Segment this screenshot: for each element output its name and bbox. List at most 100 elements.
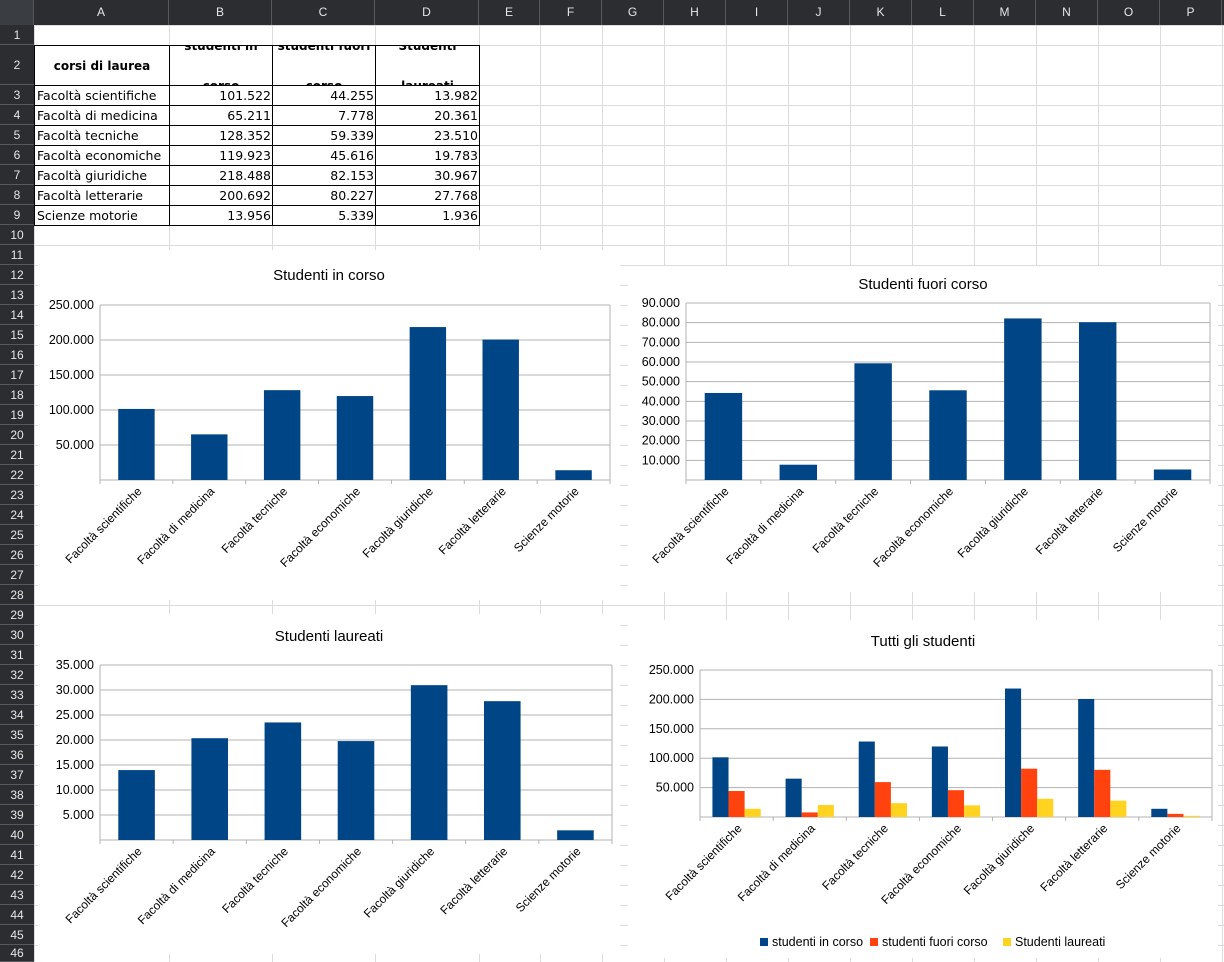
- table-cell[interactable]: 13.956: [169, 205, 273, 226]
- bar-0-2[interactable]: [858, 741, 875, 817]
- row-header-35[interactable]: 35: [0, 725, 34, 745]
- row-header-29[interactable]: 29: [0, 605, 34, 625]
- row-header-8[interactable]: 8: [0, 185, 34, 205]
- row-header-15[interactable]: 15: [0, 325, 34, 345]
- table-cell[interactable]: 59.339: [272, 125, 376, 146]
- row-header-31[interactable]: 31: [0, 645, 34, 665]
- row-header-36[interactable]: 36: [0, 745, 34, 765]
- table-cell[interactable]: 30.967: [375, 165, 480, 186]
- bar-2-3[interactable]: [964, 805, 981, 817]
- row-header-13[interactable]: 13: [0, 285, 34, 305]
- row-header-44[interactable]: 44: [0, 905, 34, 925]
- row-header-24[interactable]: 24: [0, 505, 34, 525]
- row-header-4[interactable]: 4: [0, 105, 34, 125]
- table-cell[interactable]: 19.783: [375, 145, 480, 166]
- table-cell[interactable]: 80.227: [272, 185, 376, 206]
- row-header-26[interactable]: 26: [0, 545, 34, 565]
- table-cell[interactable]: 20.361: [375, 105, 480, 126]
- table-cell[interactable]: Facoltà di medicina: [34, 105, 170, 126]
- row-header-25[interactable]: 25: [0, 525, 34, 545]
- row-header-39[interactable]: 39: [0, 805, 34, 825]
- table-cell[interactable]: 5.339: [272, 205, 376, 226]
- row-header-11[interactable]: 11: [0, 245, 34, 265]
- bar-2-1[interactable]: [817, 805, 834, 817]
- column-header-e[interactable]: E: [479, 0, 540, 25]
- bar-1-1[interactable]: [801, 812, 818, 817]
- bar-2-0[interactable]: [744, 808, 761, 817]
- table-cell[interactable]: Facoltà economiche: [34, 145, 170, 166]
- row-header-23[interactable]: 23: [0, 485, 34, 505]
- bar-2-5[interactable]: [1110, 800, 1127, 817]
- bar-0-1[interactable]: [785, 778, 802, 817]
- row-header-21[interactable]: 21: [0, 445, 34, 465]
- row-header-3[interactable]: 3: [0, 85, 34, 105]
- column-header-f[interactable]: F: [540, 0, 602, 25]
- table-header-cell[interactable]: studenti fuori corso: [272, 45, 376, 86]
- table-cell[interactable]: 218.488: [169, 165, 273, 186]
- table-header-cell[interactable]: corsi di laurea: [34, 45, 170, 86]
- bar-0-4[interactable]: [409, 327, 447, 480]
- select-all-corner[interactable]: [0, 0, 34, 25]
- table-cell[interactable]: 65.211: [169, 105, 273, 126]
- row-header-45[interactable]: 45: [0, 925, 34, 945]
- table-cell[interactable]: 82.153: [272, 165, 376, 186]
- bar-0-0[interactable]: [118, 770, 155, 840]
- row-header-43[interactable]: 43: [0, 885, 34, 905]
- column-header-k[interactable]: K: [850, 0, 912, 25]
- bar-0-6[interactable]: [555, 470, 592, 480]
- column-header-d[interactable]: D: [375, 0, 479, 25]
- table-header-cell[interactable]: Studenti laureati: [375, 45, 480, 86]
- bar-0-3[interactable]: [337, 741, 375, 840]
- bar-0-3[interactable]: [336, 396, 374, 480]
- table-cell[interactable]: 27.768: [375, 185, 480, 206]
- row-header-28[interactable]: 28: [0, 585, 34, 605]
- row-header-19[interactable]: 19: [0, 405, 34, 425]
- bar-1-2[interactable]: [874, 782, 891, 817]
- row-header-18[interactable]: 18: [0, 385, 34, 405]
- table-cell[interactable]: Scienze motorie: [34, 205, 170, 226]
- column-header-m[interactable]: M: [974, 0, 1036, 25]
- table-cell[interactable]: Facoltà scientifiche: [34, 85, 170, 106]
- table-cell[interactable]: Facoltà giuridiche: [34, 165, 170, 186]
- row-header-46[interactable]: 46: [0, 945, 34, 962]
- bar-2-2[interactable]: [890, 803, 907, 817]
- bar-0-0[interactable]: [704, 392, 743, 480]
- row-header-41[interactable]: 41: [0, 845, 34, 865]
- column-header-a[interactable]: A: [34, 0, 169, 25]
- table-cell[interactable]: 1.936: [375, 205, 480, 226]
- row-header-34[interactable]: 34: [0, 705, 34, 725]
- row-header-42[interactable]: 42: [0, 865, 34, 885]
- bar-1-6[interactable]: [1167, 813, 1184, 817]
- bar-0-2[interactable]: [263, 390, 301, 480]
- bar-0-6[interactable]: [1153, 469, 1192, 480]
- table-cell[interactable]: Facoltà letterarie: [34, 185, 170, 206]
- chart-tutti-gli-studenti[interactable]: Tutti gli studenti 50.000 100.000 150.000 20…: [628, 620, 1218, 958]
- row-header-22[interactable]: 22: [0, 465, 34, 485]
- row-header-1[interactable]: 1: [0, 25, 34, 45]
- column-header-i[interactable]: I: [726, 0, 788, 25]
- bar-0-5[interactable]: [1079, 322, 1117, 480]
- bar-1-3[interactable]: [947, 790, 965, 817]
- bar-0-6[interactable]: [1151, 808, 1168, 817]
- bar-1-4[interactable]: [1021, 768, 1038, 817]
- bar-0-3[interactable]: [929, 390, 967, 480]
- bar-0-1[interactable]: [191, 434, 228, 480]
- row-header-7[interactable]: 7: [0, 165, 34, 185]
- table-cell[interactable]: 7.778: [272, 105, 376, 126]
- table-cell[interactable]: 119.923: [169, 145, 273, 166]
- bar-0-6[interactable]: [557, 830, 594, 840]
- row-header-16[interactable]: 16: [0, 345, 34, 365]
- bar-0-0[interactable]: [118, 408, 155, 480]
- row-header-6[interactable]: 6: [0, 145, 34, 165]
- column-header-n[interactable]: N: [1036, 0, 1098, 25]
- table-cell[interactable]: 200.692: [169, 185, 273, 206]
- table-cell[interactable]: 101.522: [169, 85, 273, 106]
- table-cell[interactable]: 128.352: [169, 125, 273, 146]
- column-header-c[interactable]: C: [272, 0, 375, 25]
- row-header-38[interactable]: 38: [0, 785, 34, 805]
- bar-0-4[interactable]: [1005, 688, 1022, 817]
- bar-0-1[interactable]: [779, 464, 817, 480]
- bar-0-2[interactable]: [264, 722, 302, 840]
- row-header-12[interactable]: 12: [0, 265, 34, 285]
